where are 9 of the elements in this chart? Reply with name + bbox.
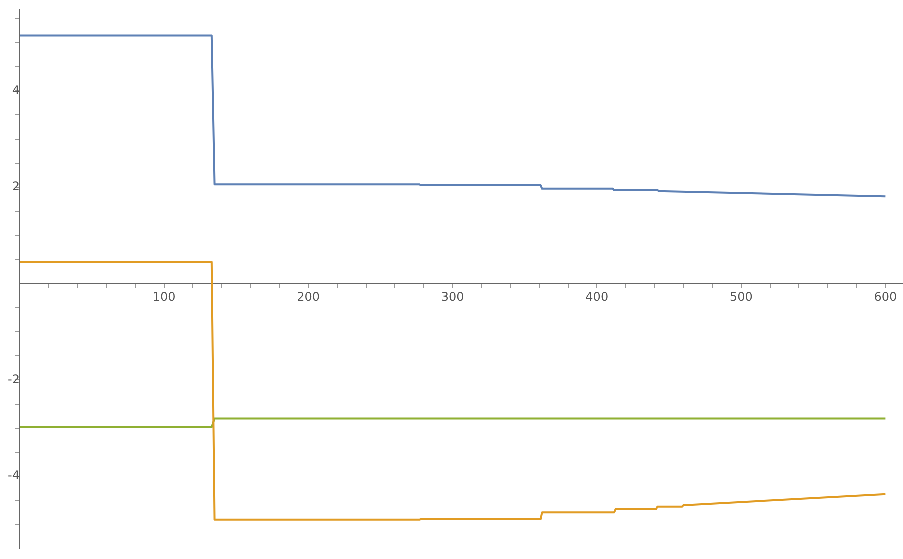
x-tick-label: 600 — [874, 290, 898, 304]
x-tick-label: 200 — [297, 290, 320, 304]
x-tick-label: 300 — [441, 290, 464, 304]
x-tick-label: 100 — [152, 290, 176, 304]
y-tick-label: -2 — [8, 372, 20, 386]
x-tick-label: 500 — [730, 290, 753, 304]
y-tick-label: -4 — [8, 468, 20, 483]
y-tick-label: 2 — [12, 180, 20, 194]
x-tick-label: 400 — [586, 290, 609, 304]
